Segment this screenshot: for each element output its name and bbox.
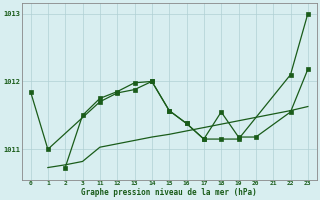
- X-axis label: Graphe pression niveau de la mer (hPa): Graphe pression niveau de la mer (hPa): [81, 188, 257, 197]
